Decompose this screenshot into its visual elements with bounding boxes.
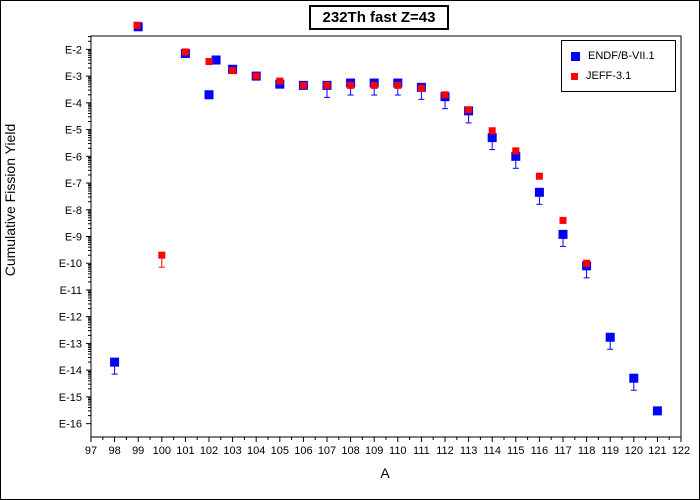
x-tick-label: 103 (223, 445, 241, 457)
data-point (276, 77, 284, 85)
legend-entry-endf: ENDF/B-VII.1 (571, 49, 655, 63)
x-tick-label: 104 (247, 445, 265, 457)
x-tick-label: 107 (318, 445, 336, 457)
legend-label-endf: ENDF/B-VII.1 (588, 50, 655, 62)
data-point (559, 216, 567, 224)
y-axis-label: Cumulative Fission Yield (2, 123, 18, 277)
data-point (652, 406, 662, 416)
x-tick-label: 122 (672, 445, 690, 457)
y-tick-label: E-5 (65, 125, 82, 137)
x-tick-label: 114 (483, 445, 501, 457)
data-point (252, 72, 260, 80)
x-tick-label: 108 (341, 445, 359, 457)
series-layer (110, 21, 662, 416)
data-point (511, 151, 521, 161)
data-point (211, 55, 221, 65)
x-tick-label: 109 (365, 445, 383, 457)
legend-label-jeff: JEFF-3.1 (586, 70, 632, 82)
data-point (629, 373, 639, 383)
data-point (205, 58, 213, 66)
data-point (229, 67, 237, 75)
x-tick-label: 106 (294, 445, 312, 457)
y-tick-label: E-11 (60, 285, 82, 297)
y-tick-label: E-9 (65, 232, 82, 244)
legend-swatch-jeff (571, 72, 578, 80)
legend-entry-jeff: JEFF-3.1 (571, 69, 631, 83)
legend-swatch-endf (571, 51, 580, 61)
data-point (181, 48, 189, 56)
y-tick-label: E-16 (59, 419, 82, 431)
plot-border (90, 35, 682, 438)
x-tick-label: 99 (132, 445, 144, 457)
x-tick-label: 119 (601, 445, 619, 457)
data-point (441, 91, 449, 99)
x-tick-label: 120 (625, 445, 643, 457)
x-tick-label: 110 (389, 445, 407, 457)
data-point (535, 172, 543, 180)
x-tick-label: 98 (108, 445, 120, 457)
data-point (465, 106, 473, 114)
x-axis-label: A (380, 465, 390, 481)
data-point (605, 332, 615, 342)
data-point (370, 81, 378, 89)
chart-title: 232Th fast Z=43 (309, 5, 449, 30)
data-point (347, 81, 355, 89)
x-tick-label: 118 (578, 445, 596, 457)
x-tick-label: 102 (200, 445, 218, 457)
data-point (204, 90, 214, 100)
data-point (558, 229, 568, 239)
x-tick-label: 121 (648, 445, 666, 457)
data-point (394, 81, 402, 89)
y-tick-label: E-3 (65, 71, 82, 83)
axes: 97 98 99 100 101 102 103 104 105 106 107 108 109 110 1… (59, 35, 690, 457)
data-point (158, 251, 166, 259)
data-point (534, 187, 544, 197)
data-point (323, 81, 331, 89)
y-tick-label: E-8 (65, 205, 82, 217)
data-point (487, 133, 497, 143)
data-point (488, 127, 496, 135)
x-tick-label: 112 (436, 445, 454, 457)
data-point (299, 81, 307, 89)
y-tick-label: E-13 (59, 338, 82, 350)
x-tick-label: 105 (271, 445, 289, 457)
data-point (133, 21, 141, 29)
x-tick-label: 116 (531, 445, 549, 457)
series-jeff (133, 21, 591, 268)
data-point (583, 259, 591, 267)
data-point (110, 357, 120, 367)
x-tick-label: 111 (413, 445, 430, 457)
x-tick-label: 97 (85, 445, 97, 457)
y-tick-label: E-7 (65, 178, 82, 190)
x-tick-label: 113 (460, 445, 478, 457)
y-tick-label: E-4 (65, 98, 82, 110)
x-tick-label: 115 (507, 445, 525, 457)
y-tick-label: E-14 (59, 365, 82, 377)
y-tick-label: E-6 (65, 151, 82, 163)
y-tick-label: E-2 (65, 44, 82, 56)
data-point (417, 84, 425, 92)
data-point (512, 147, 520, 155)
y-tick-label: E-15 (59, 392, 82, 404)
y-tick-label: E-12 (59, 312, 82, 324)
x-tick-label: 117 (554, 445, 572, 457)
y-tick-label: E-10 (59, 258, 82, 270)
x-tick-label: 100 (153, 445, 171, 457)
legend: ENDF/B-VII.1 JEFF-3.1 (561, 40, 676, 92)
x-tick-label: 101 (176, 445, 194, 457)
